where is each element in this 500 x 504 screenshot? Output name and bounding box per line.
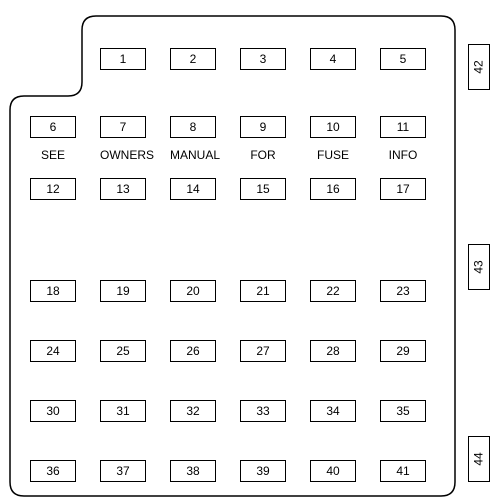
fuse-slot: 3	[240, 48, 286, 70]
fuse-slot: 1	[100, 48, 146, 70]
column-label: OWNERS	[100, 148, 146, 162]
fuse-slot: 24	[30, 340, 76, 362]
fuse-slot: 21	[240, 280, 286, 302]
fuse-slot: 2	[170, 48, 216, 70]
fuse-slot: 39	[240, 460, 286, 482]
fuse-slot: 33	[240, 400, 286, 422]
fuse-slot: 6	[30, 116, 76, 138]
fuse-slot: 8	[170, 116, 216, 138]
fuse-slot: 34	[310, 400, 356, 422]
fuse-slot: 26	[170, 340, 216, 362]
fuse-slot: 30	[30, 400, 76, 422]
column-label: INFO	[380, 148, 426, 162]
fuse-slot: 38	[170, 460, 216, 482]
panel-outline	[0, 0, 500, 504]
fuse-slot: 13	[100, 178, 146, 200]
fuse-slot: 22	[310, 280, 356, 302]
fuse-slot: 31	[100, 400, 146, 422]
fuse-slot: 7	[100, 116, 146, 138]
fuse-slot: 12	[30, 178, 76, 200]
fuse-slot: 25	[100, 340, 146, 362]
fuse-slot: 14	[170, 178, 216, 200]
fuse-slot: 19	[100, 280, 146, 302]
fuse-slot: 18	[30, 280, 76, 302]
fuse-slot: 5	[380, 48, 426, 70]
fuse-slot: 36	[30, 460, 76, 482]
fuse-slot: 32	[170, 400, 216, 422]
fuse-slot: 40	[310, 460, 356, 482]
fuse-slot: 28	[310, 340, 356, 362]
fuse-slot-side: 43	[468, 244, 490, 290]
fuse-slot: 23	[380, 280, 426, 302]
fuse-slot: 9	[240, 116, 286, 138]
fuse-slot-side: 42	[468, 44, 490, 90]
fuse-slot: 29	[380, 340, 426, 362]
column-label: MANUAL	[170, 148, 216, 162]
column-label: SEE	[30, 148, 76, 162]
fuse-slot: 17	[380, 178, 426, 200]
fuse-box-diagram: 1234567891011121314151617181920212223242…	[0, 0, 500, 504]
fuse-slot: 41	[380, 460, 426, 482]
fuse-slot: 37	[100, 460, 146, 482]
fuse-slot: 11	[380, 116, 426, 138]
fuse-slot: 16	[310, 178, 356, 200]
fuse-slot: 4	[310, 48, 356, 70]
fuse-slot: 15	[240, 178, 286, 200]
fuse-slot: 35	[380, 400, 426, 422]
fuse-slot-side: 44	[468, 436, 490, 482]
fuse-slot: 20	[170, 280, 216, 302]
column-label: FUSE	[310, 148, 356, 162]
fuse-slot: 27	[240, 340, 286, 362]
column-label: FOR	[240, 148, 286, 162]
fuse-slot: 10	[310, 116, 356, 138]
